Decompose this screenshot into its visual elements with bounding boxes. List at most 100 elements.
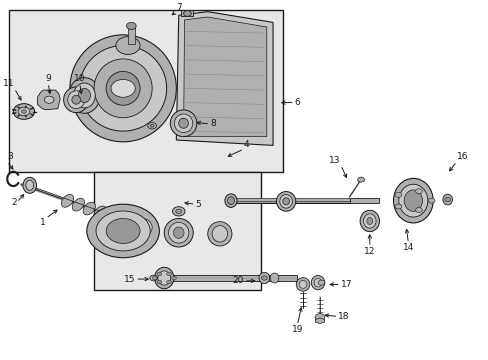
Ellipse shape bbox=[259, 272, 269, 284]
Text: 17: 17 bbox=[340, 280, 351, 289]
Ellipse shape bbox=[311, 275, 324, 290]
Circle shape bbox=[176, 209, 181, 213]
Circle shape bbox=[87, 204, 159, 258]
Circle shape bbox=[444, 197, 449, 202]
Text: 14: 14 bbox=[402, 243, 413, 252]
Polygon shape bbox=[38, 90, 60, 110]
Text: 1: 1 bbox=[40, 219, 46, 228]
Circle shape bbox=[415, 208, 422, 212]
Ellipse shape bbox=[133, 219, 152, 236]
Circle shape bbox=[314, 314, 324, 321]
Ellipse shape bbox=[68, 78, 100, 113]
Ellipse shape bbox=[116, 37, 140, 54]
Circle shape bbox=[427, 198, 434, 203]
Text: 4: 4 bbox=[244, 140, 249, 149]
Circle shape bbox=[147, 122, 156, 129]
Ellipse shape bbox=[73, 83, 95, 108]
Ellipse shape bbox=[403, 190, 422, 211]
Text: 8: 8 bbox=[210, 120, 216, 129]
Polygon shape bbox=[183, 17, 266, 136]
Ellipse shape bbox=[70, 35, 176, 142]
Text: 7: 7 bbox=[176, 3, 182, 12]
Circle shape bbox=[44, 96, 54, 103]
Polygon shape bbox=[176, 12, 272, 145]
Circle shape bbox=[394, 204, 401, 209]
Ellipse shape bbox=[276, 192, 295, 211]
Circle shape bbox=[317, 280, 324, 285]
Circle shape bbox=[96, 211, 150, 251]
Ellipse shape bbox=[78, 88, 90, 103]
Ellipse shape bbox=[80, 46, 166, 131]
Ellipse shape bbox=[299, 280, 306, 288]
Ellipse shape bbox=[398, 184, 427, 217]
Ellipse shape bbox=[227, 197, 234, 204]
Circle shape bbox=[150, 124, 154, 127]
Bar bbox=[350, 198, 379, 203]
Ellipse shape bbox=[173, 227, 183, 238]
Ellipse shape bbox=[168, 222, 188, 243]
Text: 16: 16 bbox=[456, 152, 468, 161]
Text: 11: 11 bbox=[3, 79, 14, 88]
Circle shape bbox=[152, 276, 157, 280]
Ellipse shape bbox=[174, 114, 192, 132]
Ellipse shape bbox=[94, 206, 106, 219]
Ellipse shape bbox=[23, 177, 37, 193]
Ellipse shape bbox=[105, 210, 117, 222]
Ellipse shape bbox=[154, 267, 174, 289]
Bar bbox=[157, 275, 297, 281]
Circle shape bbox=[261, 276, 267, 280]
Polygon shape bbox=[315, 318, 324, 324]
Circle shape bbox=[157, 272, 162, 276]
Circle shape bbox=[13, 104, 35, 120]
Ellipse shape bbox=[26, 180, 34, 190]
Text: 12: 12 bbox=[364, 247, 375, 256]
Circle shape bbox=[357, 177, 364, 182]
Text: 20: 20 bbox=[232, 276, 244, 285]
Circle shape bbox=[166, 280, 171, 284]
Circle shape bbox=[166, 272, 171, 276]
Text: 2: 2 bbox=[11, 198, 17, 207]
Bar bbox=[128, 26, 135, 44]
Ellipse shape bbox=[279, 195, 292, 208]
Circle shape bbox=[183, 10, 191, 16]
Circle shape bbox=[106, 219, 140, 243]
Ellipse shape bbox=[83, 202, 95, 215]
Text: 6: 6 bbox=[294, 98, 300, 107]
Bar bbox=[181, 10, 193, 16]
Ellipse shape bbox=[170, 110, 197, 137]
Ellipse shape bbox=[72, 95, 81, 104]
Text: 15: 15 bbox=[123, 275, 135, 284]
Text: 10: 10 bbox=[74, 74, 85, 83]
Ellipse shape bbox=[212, 226, 227, 242]
Ellipse shape bbox=[269, 273, 278, 283]
Circle shape bbox=[21, 110, 26, 113]
Bar bbox=[226, 198, 350, 203]
Text: 3: 3 bbox=[7, 152, 13, 161]
Bar bbox=[94, 172, 261, 290]
Ellipse shape bbox=[72, 198, 84, 211]
Bar bbox=[9, 10, 282, 172]
Ellipse shape bbox=[128, 214, 157, 241]
Ellipse shape bbox=[313, 278, 321, 287]
Text: 13: 13 bbox=[328, 156, 340, 165]
Text: 9: 9 bbox=[45, 74, 51, 83]
Ellipse shape bbox=[179, 118, 188, 128]
Circle shape bbox=[157, 280, 162, 284]
Ellipse shape bbox=[106, 71, 140, 105]
Ellipse shape bbox=[224, 194, 237, 207]
Text: 5: 5 bbox=[195, 200, 201, 209]
Circle shape bbox=[149, 275, 157, 281]
Ellipse shape bbox=[94, 59, 152, 118]
Text: 18: 18 bbox=[338, 312, 349, 321]
Ellipse shape bbox=[359, 210, 379, 232]
Circle shape bbox=[171, 276, 176, 280]
Ellipse shape bbox=[158, 271, 170, 285]
Circle shape bbox=[126, 22, 136, 30]
Circle shape bbox=[172, 207, 184, 216]
Ellipse shape bbox=[366, 217, 372, 225]
Circle shape bbox=[18, 107, 30, 116]
Ellipse shape bbox=[68, 91, 84, 109]
Ellipse shape bbox=[63, 87, 89, 113]
Ellipse shape bbox=[164, 219, 193, 247]
Text: 19: 19 bbox=[291, 325, 303, 334]
